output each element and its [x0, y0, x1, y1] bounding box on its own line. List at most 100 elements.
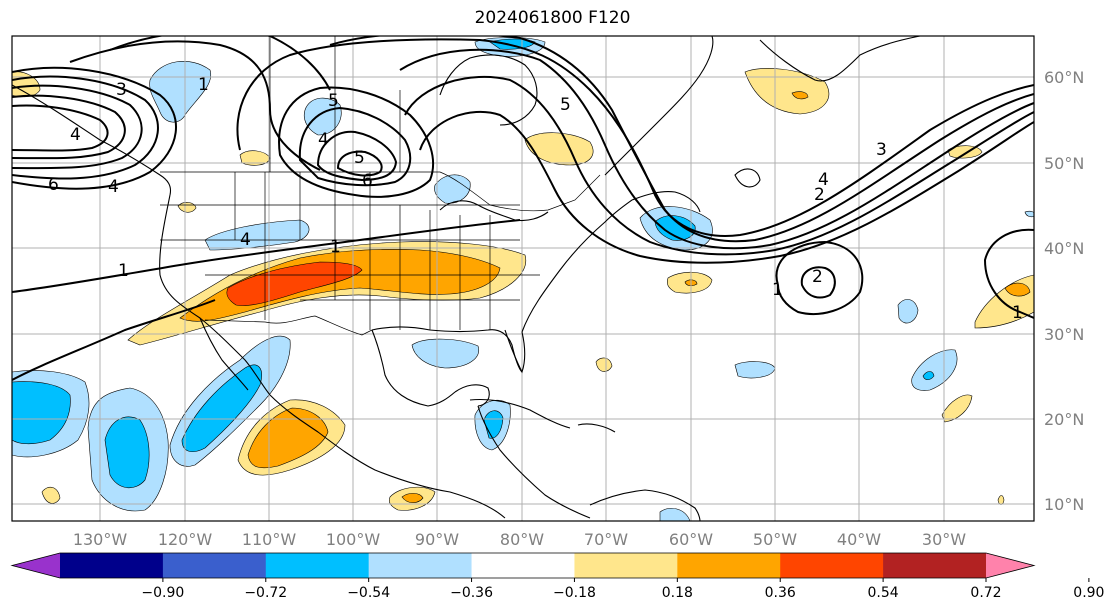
contour-low-bc-2: [298, 106, 412, 187]
neg-region-gulf: [411, 338, 479, 369]
coast-baja: [199, 317, 249, 391]
pos-region-quebec: [524, 132, 594, 166]
contour-label: 1: [198, 75, 209, 95]
graticule: [12, 36, 1034, 521]
lon-label: 40°W: [837, 530, 881, 549]
coast-maritime: [631, 191, 701, 213]
contour-label-group: 3 4 6 4 1 5 4 4 5 6 1 5 4 2 3 1 2 1 1: [48, 75, 1023, 323]
neg-region-pacific-west-core: [12, 381, 71, 445]
latitude-labels: 60°N 50°N 40°N 30°N 20°N 10°N: [1044, 68, 1084, 514]
contour-alaska-2: [12, 75, 159, 180]
neg-region-atlantic-3: [911, 349, 958, 391]
pos-region-pacific-s: [41, 486, 61, 504]
neg-region-hudson-core: [489, 38, 536, 50]
neg-region-pacific-mid-core: [104, 416, 150, 488]
map-title: 2024061800 F120: [474, 8, 631, 28]
neg-region-atlantic-2: [897, 299, 919, 324]
colorbar-tick-label: 0.18: [662, 585, 693, 601]
colorbar-extend-low: [12, 553, 60, 578]
contour-label: 2: [812, 267, 823, 287]
lat-label: 30°N: [1044, 325, 1084, 344]
lat-label: 60°N: [1044, 68, 1084, 87]
pos-region-pacific-s2-core: [401, 493, 424, 504]
coastlines: [12, 36, 921, 521]
contour-alaska-5: [12, 104, 109, 152]
contour-label: 5: [354, 148, 365, 168]
coast-hudson: [439, 54, 538, 126]
coast-newfoundland: [734, 168, 761, 188]
contour-label: 5: [328, 91, 339, 111]
pos-region-belt-red: [226, 261, 363, 306]
pos-region-greenland: [744, 68, 830, 115]
neg-region-nova-scotia-core: [654, 215, 696, 241]
pos-region-atlantic-3-core: [1004, 282, 1031, 297]
contour-label: 3: [116, 80, 127, 100]
colorbar-extend-high: [986, 553, 1034, 578]
lon-label: 30°W: [922, 530, 966, 549]
contour-lines: [12, 36, 1034, 381]
colorbar-bin: [162, 553, 267, 578]
contour-label: 4: [108, 177, 119, 197]
lat-label: 10°N: [1044, 495, 1084, 514]
contour-label: 4: [318, 130, 329, 150]
contour-label: 1: [118, 261, 129, 281]
contour-label: 3: [876, 140, 887, 160]
contour-east-ridge: [983, 228, 1034, 319]
pos-region-caribbean: [595, 357, 613, 372]
neg-region-bc: [303, 97, 342, 136]
lon-label: 60°W: [669, 530, 713, 549]
coast-labrador: [604, 36, 714, 176]
coast-east: [521, 199, 633, 333]
colorbar: −0.90 −0.72 −0.54 −0.36 −0.18 0.18 0.36 0.54 0.7…: [10, 552, 1104, 601]
contour-label: 4: [70, 125, 81, 145]
coast-hispaniola: [577, 423, 616, 433]
contour-atlantic-high-1: [775, 240, 864, 315]
contour-trough-5: [419, 110, 1034, 264]
neg-region-pacific-east-core: [181, 364, 262, 453]
colorbar-tick-label: −0.72: [244, 585, 287, 601]
contour-label: 1: [772, 280, 783, 300]
coast-central-am: [477, 405, 591, 519]
colorbar-tick-label: −0.36: [450, 585, 493, 601]
colorbar-bin: [60, 553, 164, 578]
map-frame: [11, 35, 1035, 522]
coast-greenland: [759, 36, 921, 82]
border-us-mexico: [204, 315, 373, 336]
contour-label: 4: [818, 170, 829, 190]
colorbar-tick-label: −0.90: [141, 585, 184, 601]
coast-yucatan: [454, 384, 490, 407]
colorbar-tick-label: −0.54: [347, 585, 390, 601]
pos-region-greenland-core: [791, 91, 809, 100]
colorbar-tick-label: 0.72: [970, 585, 1001, 601]
colorbar-bin: [574, 553, 678, 578]
lat-label: 20°N: [1044, 410, 1084, 429]
coast-pacific-nw: [159, 194, 271, 396]
pos-region-mexico-core: [247, 407, 329, 469]
neg-region-atlantic-4: [1024, 210, 1034, 218]
lon-label: 80°W: [500, 530, 544, 549]
lat-label: 50°N: [1044, 154, 1084, 173]
coast-mexico-gulf: [371, 329, 456, 407]
contour-alaska-4: [12, 94, 126, 160]
lon-label: 100°W: [326, 530, 381, 549]
contour-label: 6: [48, 175, 59, 195]
pos-region-atlantic-4: [941, 394, 973, 423]
colorbar-tick-label: 0.90: [1073, 585, 1104, 601]
lon-label: 90°W: [415, 530, 459, 549]
lon-label: 120°W: [158, 530, 213, 549]
lon-label: 110°W: [242, 530, 297, 549]
contour-label: 1: [330, 237, 341, 257]
contour-label: 5: [560, 95, 571, 115]
contour-ridge-2: [109, 36, 331, 91]
contour-alaska-3: [12, 84, 143, 170]
coast-south-am: [589, 489, 701, 521]
colorbar-tick-label: 0.54: [868, 585, 899, 601]
contour-ridge-1: [69, 40, 321, 171]
contour-trough-2: [329, 36, 1034, 243]
longitude-labels: 130°W 120°W 110°W 100°W 90°W 80°W 70°W 6…: [73, 530, 966, 549]
colorbar-bin: [265, 553, 370, 578]
lon-label: 70°W: [584, 530, 628, 549]
political-borders: [160, 36, 601, 336]
contour-label: 4: [240, 230, 251, 250]
